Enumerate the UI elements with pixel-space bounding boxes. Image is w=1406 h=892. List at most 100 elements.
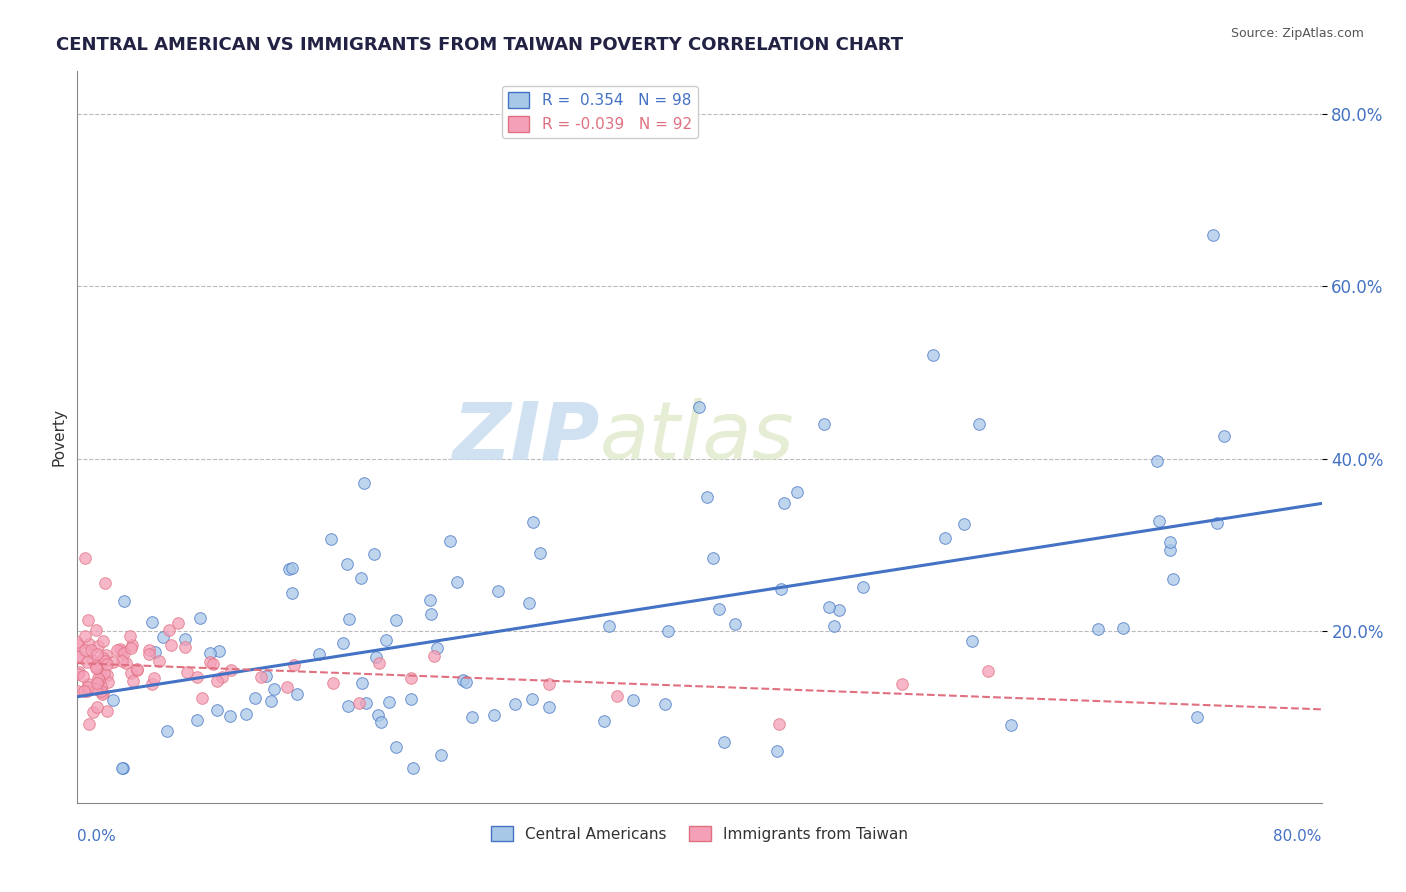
Point	[77, 676, 100, 690]
Point	[517, 596, 540, 610]
Point	[94, 648, 117, 662]
Point	[367, 708, 389, 723]
Point	[285, 687, 308, 701]
Point	[818, 600, 841, 615]
Point	[96, 704, 118, 718]
Point	[91, 634, 114, 648]
Point	[87, 639, 110, 653]
Point	[537, 700, 560, 714]
Point	[87, 671, 110, 685]
Point	[96, 657, 118, 672]
Point	[111, 644, 134, 658]
Point	[709, 602, 731, 616]
Point	[67, 665, 90, 679]
Point	[141, 615, 163, 630]
Point	[103, 693, 125, 707]
Point	[1000, 718, 1022, 732]
Point	[960, 633, 983, 648]
Point	[456, 675, 478, 690]
Point	[86, 681, 108, 696]
Point	[250, 670, 273, 684]
Point	[1159, 543, 1181, 558]
Point	[486, 583, 509, 598]
Point	[112, 646, 135, 660]
Point	[127, 662, 149, 676]
Point	[101, 655, 124, 669]
Point	[384, 613, 406, 627]
Point	[337, 612, 360, 626]
Point	[1146, 454, 1168, 468]
Point	[332, 636, 354, 650]
Point	[115, 656, 138, 670]
Point	[461, 710, 484, 724]
Point	[823, 619, 845, 633]
Text: ZIP: ZIP	[453, 398, 600, 476]
Point	[713, 735, 735, 749]
Point	[522, 691, 544, 706]
Point	[66, 684, 89, 698]
Point	[86, 700, 108, 714]
Point	[110, 654, 132, 668]
Point	[1087, 622, 1109, 636]
Point	[174, 640, 197, 655]
Point	[91, 651, 114, 665]
Point	[76, 655, 98, 669]
Point	[80, 643, 103, 657]
Point	[166, 615, 188, 630]
Point	[77, 680, 100, 694]
Point	[93, 654, 115, 668]
Point	[353, 475, 375, 490]
Point	[350, 676, 373, 690]
Point	[529, 546, 551, 560]
Point	[198, 646, 221, 660]
Point	[439, 534, 461, 549]
Point	[354, 696, 377, 710]
Point	[121, 674, 143, 689]
Point	[969, 417, 991, 432]
Point	[482, 708, 505, 723]
Point	[120, 640, 142, 655]
Point	[90, 683, 112, 698]
Point	[319, 532, 342, 546]
Point	[235, 706, 257, 721]
Point	[399, 691, 422, 706]
Point	[336, 557, 359, 571]
Point	[156, 723, 179, 738]
Point	[72, 668, 94, 682]
Point	[723, 617, 745, 632]
Point	[208, 644, 231, 658]
Point	[142, 671, 165, 685]
Point	[73, 643, 96, 657]
Point	[67, 649, 90, 664]
Point	[82, 705, 104, 719]
Point	[138, 647, 160, 661]
Point	[426, 640, 449, 655]
Point	[370, 714, 392, 729]
Text: 80.0%: 80.0%	[1274, 829, 1322, 844]
Point	[430, 747, 453, 762]
Point	[120, 665, 142, 680]
Text: atlas: atlas	[600, 398, 794, 476]
Point	[94, 576, 117, 591]
Point	[350, 571, 373, 585]
Legend: Central Americans, Immigrants from Taiwan: Central Americans, Immigrants from Taiwa…	[485, 820, 914, 847]
Point	[1202, 227, 1225, 242]
Point	[67, 667, 90, 681]
Point	[1161, 572, 1184, 586]
Point	[976, 665, 998, 679]
Point	[281, 560, 304, 574]
Point	[419, 593, 441, 607]
Point	[138, 643, 160, 657]
Point	[367, 656, 389, 670]
Point	[159, 638, 181, 652]
Point	[773, 496, 796, 510]
Point	[657, 624, 679, 638]
Point	[176, 665, 198, 679]
Point	[120, 629, 142, 643]
Point	[402, 761, 425, 775]
Point	[84, 658, 107, 673]
Point	[446, 575, 468, 590]
Point	[111, 761, 134, 775]
Point	[374, 632, 396, 647]
Point	[86, 647, 108, 661]
